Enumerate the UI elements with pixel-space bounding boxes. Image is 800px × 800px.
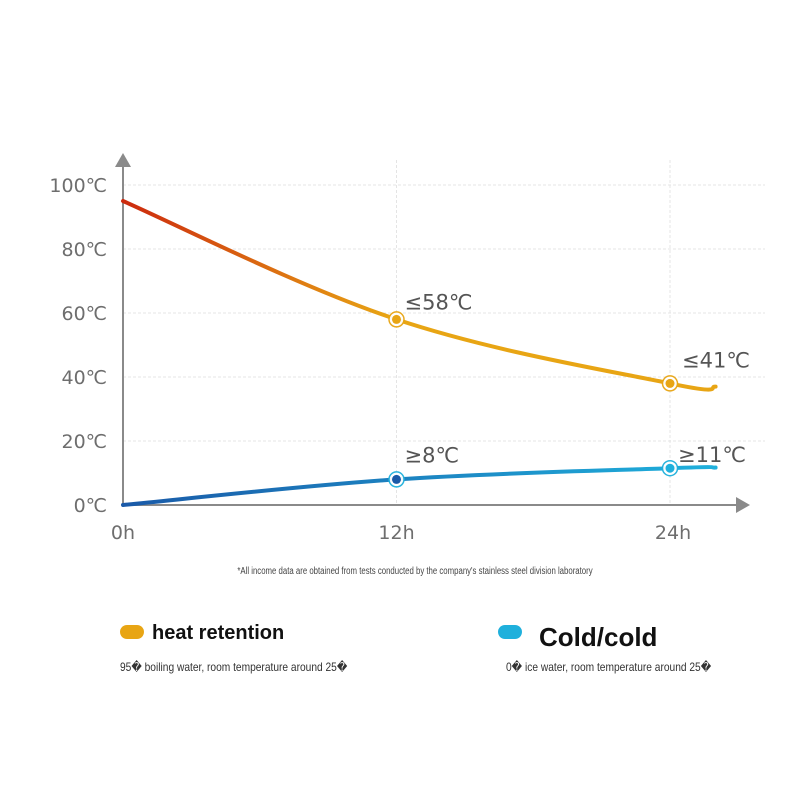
cold-data-label: ≥11℃ — [678, 443, 746, 467]
y-tick-label: 40℃ — [61, 367, 107, 389]
y-tick-label: 60℃ — [61, 303, 107, 325]
cold-marker-dot — [392, 474, 401, 484]
cold-marker-dot — [665, 463, 675, 473]
legend-cold-description: 0� ice water, room temperature around 25… — [506, 660, 712, 674]
heat-retention-marker-dot — [392, 314, 401, 324]
legend-cold-label: Cold/cold — [539, 622, 658, 652]
heat-retention-series-line — [121, 199, 718, 392]
temperature-chart: 0℃ 20℃ 40℃ 60℃ 80℃ 100℃ 0h 12h 24h ≤58℃ ≤41℃ ≥8℃ ≥11… — [49, 153, 765, 544]
series-layer — [121, 199, 718, 507]
x-tick-label: 0h — [111, 522, 135, 544]
y-tick-label: 0℃ — [74, 495, 107, 517]
tick-labels: 0℃ 20℃ 40℃ 60℃ 80℃ 100℃ 0h 12h 24h ≤58℃ ≤41℃ ≥8℃ ≥11… — [49, 175, 750, 544]
heat-retention-data-label: ≤41℃ — [682, 348, 750, 372]
y-tick-label: 80℃ — [61, 239, 107, 261]
cold-data-label: ≥8℃ — [405, 443, 460, 467]
footnote: *All income data are obtained from tests… — [237, 566, 593, 577]
heat-retention-marker-dot — [665, 378, 675, 388]
y-tick-label: 20℃ — [61, 431, 107, 453]
y-axis-arrow-icon — [115, 153, 131, 167]
x-tick-label: 24h — [655, 522, 691, 544]
y-tick-label: 100℃ — [49, 175, 107, 197]
axes — [115, 153, 750, 513]
heat-swatch-icon — [120, 625, 144, 639]
legend-heat-description: 95� boiling water, room temperature arou… — [120, 660, 348, 674]
x-axis-arrow-icon — [736, 497, 750, 513]
cold-series-line — [121, 465, 718, 507]
x-tick-label: 12h — [378, 522, 414, 544]
legend-heat-label: heat retention — [152, 622, 285, 644]
cold-swatch-icon — [498, 625, 522, 639]
heat-retention-data-label: ≤58℃ — [405, 290, 473, 314]
